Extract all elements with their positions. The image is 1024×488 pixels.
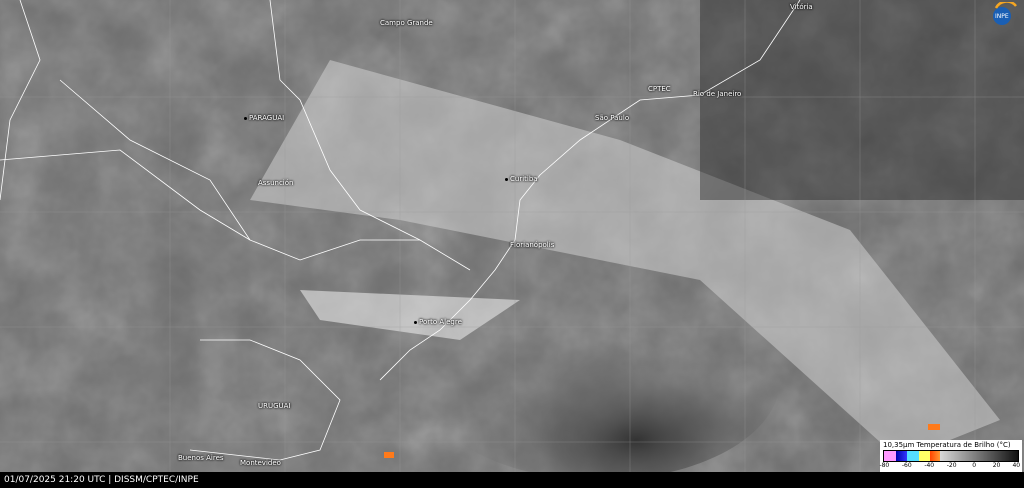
footer-timestamp: 01/07/2025 21:20 UTC | DISSM/CPTEC/INPE — [0, 472, 1024, 488]
color-scale — [883, 450, 1019, 462]
city-label: CPTEC — [648, 85, 671, 93]
satellite-infrared-image — [0, 0, 1024, 472]
city-label: Rio de Janeiro — [693, 90, 742, 98]
legend-tick: 20 — [992, 462, 1001, 469]
borders — [0, 0, 801, 461]
temperature-legend: 10,35µm Temperatura de Brilho (°C) -80 -… — [879, 440, 1022, 474]
legend-tick: 40 — [1012, 462, 1021, 469]
country-label: PARAGUAI — [244, 114, 284, 122]
legend-tick: -60 — [901, 462, 912, 469]
city-label: Campo Grande — [380, 19, 433, 27]
svg-text:INPE: INPE — [995, 13, 1009, 20]
city-label: Florianópolis — [510, 241, 555, 249]
city-label: Assunción — [258, 179, 294, 187]
legend-tick: -20 — [946, 462, 957, 469]
city-label: Porto Alegre — [414, 318, 462, 326]
city-label: Vitória — [790, 3, 813, 11]
city-label: Montevideo — [240, 459, 281, 467]
legend-tick: -80 — [879, 462, 890, 469]
legend-title: 10,35µm Temperatura de Brilho (°C) — [883, 441, 1011, 449]
country-label: URUGUAI — [258, 402, 291, 410]
grid-lines — [0, 0, 1024, 472]
city-label: São Paulo — [595, 114, 630, 122]
city-label: Buenos Aires — [178, 454, 224, 462]
inpe-logo: INPE — [993, 2, 1017, 25]
city-label: Curitiba — [505, 175, 538, 183]
legend-tick: -40 — [924, 462, 935, 469]
legend-tick: 0 — [972, 462, 977, 469]
